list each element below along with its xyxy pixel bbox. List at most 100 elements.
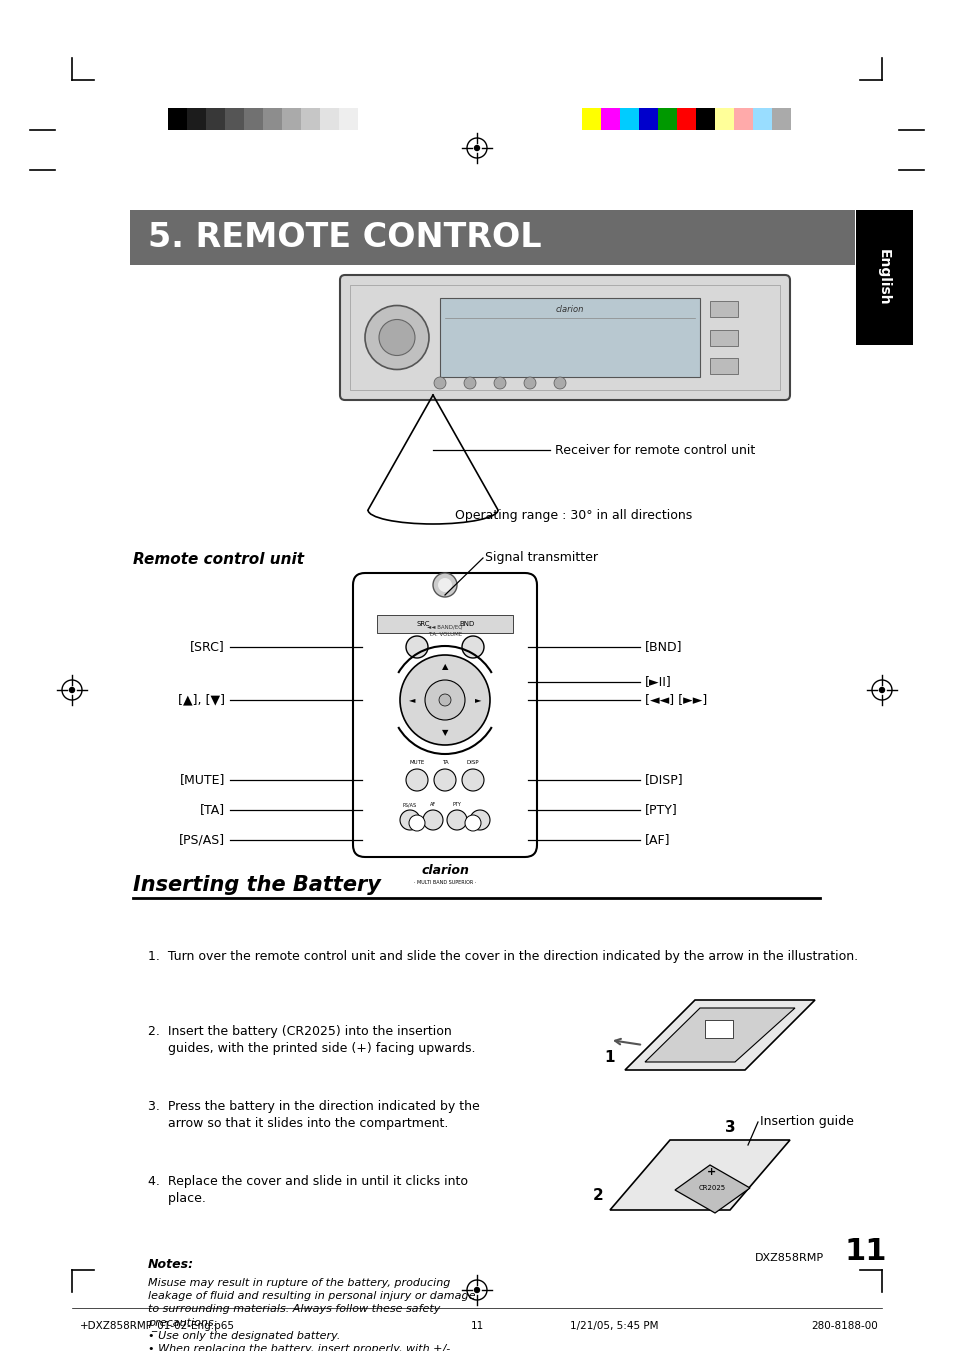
Polygon shape	[644, 1008, 794, 1062]
Circle shape	[463, 377, 476, 389]
Text: 4.  Replace the cover and slide in until it clicks into
     place.: 4. Replace the cover and slide in until …	[148, 1175, 468, 1205]
Text: Receiver for remote control unit: Receiver for remote control unit	[555, 443, 755, 457]
Bar	[733, 108, 752, 130]
Text: [BND]: [BND]	[644, 640, 681, 654]
Text: [PTY]: [PTY]	[644, 804, 677, 816]
Text: 11: 11	[470, 1321, 483, 1331]
Text: CR2025: CR2025	[698, 1185, 725, 1192]
Text: ◄: ◄	[408, 696, 415, 704]
Text: DISP: DISP	[466, 759, 478, 765]
Circle shape	[434, 769, 456, 790]
Text: [►II]: [►II]	[644, 676, 671, 689]
Circle shape	[461, 769, 483, 790]
Bar	[439, 299, 700, 377]
Text: [PS/AS]: [PS/AS]	[178, 834, 225, 847]
Text: [▲], [▼]: [▲], [▼]	[178, 693, 225, 707]
Bar	[600, 108, 619, 130]
Bar	[855, 209, 912, 345]
Bar	[263, 108, 282, 130]
Polygon shape	[624, 1000, 814, 1070]
Bar	[130, 209, 854, 265]
Text: [SRC]: [SRC]	[190, 640, 225, 654]
Text: ▼: ▼	[441, 728, 448, 738]
Circle shape	[523, 377, 536, 389]
Text: DXZ858RMP: DXZ858RMP	[754, 1252, 823, 1263]
Circle shape	[447, 811, 467, 830]
Bar	[752, 108, 771, 130]
Text: 1/21/05, 5:45 PM: 1/21/05, 5:45 PM	[569, 1321, 658, 1331]
Text: Inserting the Battery: Inserting the Battery	[132, 875, 380, 894]
Bar	[619, 108, 639, 130]
Bar	[709, 301, 738, 316]
Bar	[771, 108, 790, 130]
Text: 11: 11	[844, 1238, 886, 1266]
FancyBboxPatch shape	[353, 573, 537, 857]
Text: ▲: ▲	[441, 662, 448, 671]
Text: [DISP]: [DISP]	[644, 774, 683, 786]
Circle shape	[494, 377, 505, 389]
Circle shape	[399, 655, 490, 744]
Bar	[696, 108, 714, 130]
Circle shape	[461, 636, 483, 658]
Text: [AF]: [AF]	[644, 834, 670, 847]
Circle shape	[378, 319, 415, 355]
Bar	[350, 285, 780, 390]
Text: T.A. VOLUME: T.A. VOLUME	[428, 632, 461, 638]
Circle shape	[554, 377, 565, 389]
Text: Insertion guide: Insertion guide	[760, 1116, 853, 1128]
Bar	[282, 108, 301, 130]
Circle shape	[70, 688, 74, 693]
Text: AF: AF	[430, 802, 436, 808]
Text: TA: TA	[441, 759, 448, 765]
Text: BND: BND	[459, 621, 475, 627]
Circle shape	[406, 636, 428, 658]
Circle shape	[433, 573, 456, 597]
Text: +: +	[706, 1167, 716, 1177]
Text: PTY: PTY	[452, 802, 461, 808]
Circle shape	[470, 811, 490, 830]
Bar	[319, 108, 338, 130]
Text: ◄◄ BAND/EQ: ◄◄ BAND/EQ	[427, 624, 462, 630]
Circle shape	[437, 578, 452, 592]
Bar	[677, 108, 696, 130]
Bar	[244, 108, 263, 130]
Bar	[709, 358, 738, 374]
Bar	[376, 615, 513, 634]
Circle shape	[474, 1288, 479, 1293]
Bar	[639, 108, 658, 130]
Circle shape	[409, 815, 424, 831]
Text: clarion: clarion	[556, 305, 583, 315]
Circle shape	[879, 688, 883, 693]
Bar	[338, 108, 357, 130]
Bar	[714, 108, 733, 130]
Text: 2: 2	[592, 1188, 602, 1202]
Text: ►: ►	[475, 696, 480, 704]
Text: 2.  Insert the battery (CR2025) into the insertion
     guides, with the printed: 2. Insert the battery (CR2025) into the …	[148, 1025, 475, 1055]
Text: SRC: SRC	[416, 621, 429, 627]
Bar	[704, 1020, 732, 1038]
Text: 3: 3	[724, 1120, 735, 1135]
Circle shape	[474, 146, 479, 150]
Bar	[225, 108, 244, 130]
Text: · MULTI BAND SUPERIOR ·: · MULTI BAND SUPERIOR ·	[414, 881, 476, 885]
Bar	[709, 330, 738, 346]
Text: Misuse may result in rupture of the battery, producing
leakage of fluid and resu: Misuse may result in rupture of the batt…	[148, 1278, 475, 1351]
Bar	[357, 108, 376, 130]
Text: clarion: clarion	[420, 863, 469, 877]
Text: Remote control unit: Remote control unit	[132, 553, 304, 567]
Text: 1.  Turn over the remote control unit and slide the cover in the direction indic: 1. Turn over the remote control unit and…	[148, 950, 858, 963]
Circle shape	[424, 680, 464, 720]
Text: [◄◄] [►►]: [◄◄] [►►]	[644, 693, 706, 707]
Bar	[301, 108, 319, 130]
Text: Signal transmitter: Signal transmitter	[484, 551, 598, 565]
Text: Notes:: Notes:	[148, 1258, 193, 1271]
Circle shape	[422, 811, 442, 830]
Text: [TA]: [TA]	[200, 804, 225, 816]
Bar	[206, 108, 225, 130]
Circle shape	[434, 377, 446, 389]
Circle shape	[365, 305, 429, 370]
Polygon shape	[609, 1140, 789, 1210]
Text: 280-8188-00: 280-8188-00	[810, 1321, 877, 1331]
Text: 1: 1	[604, 1051, 615, 1066]
Text: Operating range : 30° in all directions: Operating range : 30° in all directions	[455, 508, 692, 521]
